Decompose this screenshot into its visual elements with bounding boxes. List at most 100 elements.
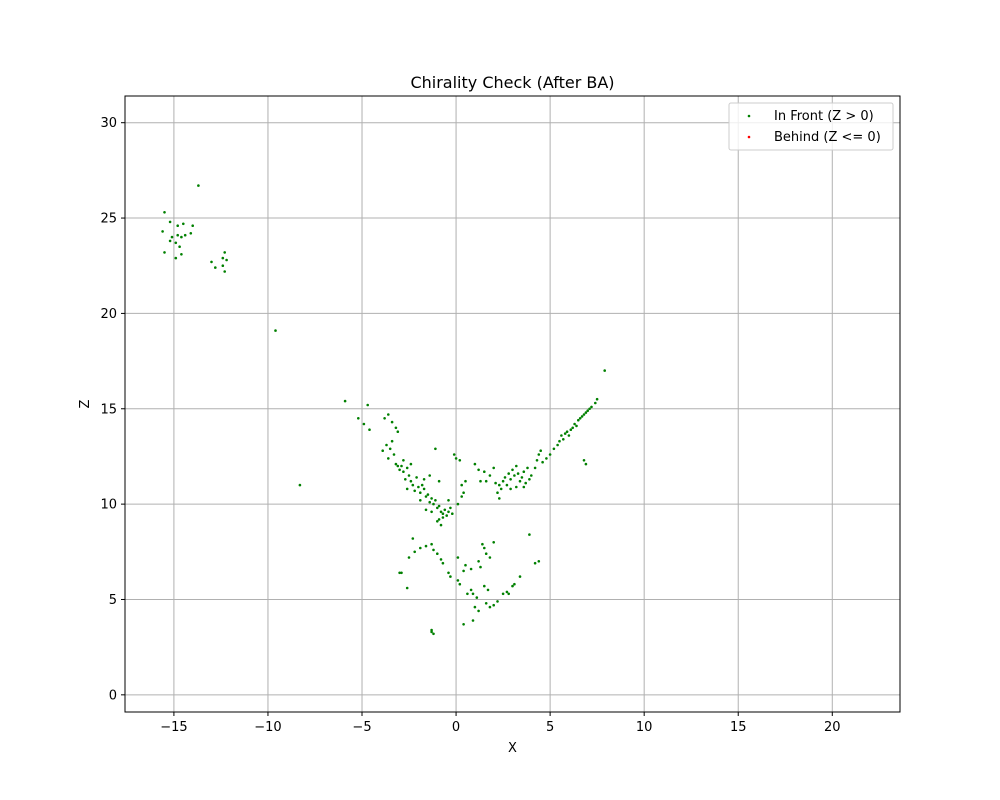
point-in-front <box>479 565 482 569</box>
point-in-front <box>577 418 580 422</box>
point-in-front <box>469 588 473 592</box>
point-in-front <box>575 424 578 428</box>
point-in-front <box>584 462 588 466</box>
point-in-front <box>475 596 479 599</box>
point-in-front <box>556 443 559 447</box>
point-in-front <box>571 426 574 430</box>
point-in-front <box>594 401 597 405</box>
point-in-front <box>498 497 501 500</box>
point-in-front <box>484 552 488 555</box>
point-in-front <box>582 413 586 416</box>
point-in-front <box>430 510 433 514</box>
point-in-front <box>569 428 573 432</box>
point-in-front <box>452 453 456 456</box>
point-in-front <box>221 256 225 260</box>
point-in-front <box>483 546 486 550</box>
point-in-front <box>473 605 477 609</box>
point-in-front <box>161 230 164 233</box>
point-in-front <box>432 632 435 636</box>
point-in-front <box>469 567 473 571</box>
point-in-front <box>163 211 166 214</box>
point-in-front <box>436 552 439 555</box>
point-in-front <box>498 483 501 487</box>
point-in-front <box>176 224 179 227</box>
point-in-front <box>483 470 486 474</box>
point-in-front <box>441 516 445 519</box>
point-in-front <box>590 405 593 409</box>
point-in-front <box>419 491 422 495</box>
point-in-front <box>488 556 492 559</box>
point-in-front <box>447 571 450 575</box>
point-in-front <box>420 483 424 487</box>
point-in-front <box>439 558 443 561</box>
point-in-front <box>183 233 187 237</box>
point-in-front <box>505 483 509 487</box>
point-in-front <box>460 483 464 487</box>
y-tick-label: 25 <box>100 212 117 227</box>
point-in-front <box>413 489 417 493</box>
point-in-front <box>507 472 511 475</box>
point-in-front <box>582 459 586 462</box>
point-in-front <box>518 479 522 483</box>
point-in-front <box>402 470 405 474</box>
point-in-front <box>492 466 496 470</box>
point-in-front <box>439 510 443 514</box>
point-in-front <box>586 409 589 413</box>
point-in-front <box>436 520 439 523</box>
point-in-front <box>436 506 439 510</box>
grid <box>125 96 900 712</box>
x-axis-label: X <box>508 741 517 756</box>
point-in-front <box>411 537 415 540</box>
point-in-front <box>178 245 181 248</box>
plot-area-frame <box>124 95 901 713</box>
point-in-front <box>477 609 480 613</box>
point-in-front <box>443 508 447 512</box>
point-in-front <box>473 462 477 466</box>
point-in-front <box>163 251 166 254</box>
point-in-front <box>214 266 217 269</box>
x-tick-label: 0 <box>452 720 460 735</box>
point-in-front <box>437 479 441 483</box>
point-in-front <box>533 561 537 565</box>
point-in-front <box>441 561 445 565</box>
point-in-front <box>383 417 386 420</box>
point-in-front <box>430 628 433 632</box>
point-in-front <box>558 439 561 443</box>
point-in-front <box>513 582 516 586</box>
point-in-front <box>496 600 499 603</box>
point-in-front <box>460 495 464 498</box>
point-in-front <box>432 502 435 506</box>
point-in-front <box>170 235 174 239</box>
point-in-front <box>516 472 520 475</box>
data-points <box>161 184 606 636</box>
point-in-front <box>494 481 497 485</box>
point-in-front <box>430 542 433 546</box>
point-in-front <box>419 499 422 502</box>
x-tick-label: −15 <box>160 720 187 735</box>
point-in-front <box>405 586 409 590</box>
point-in-front <box>456 502 460 506</box>
x-axis-ticks: −15 −10 −5 0 5 10 15 20 <box>160 712 841 735</box>
point-in-front <box>413 550 417 554</box>
point-in-front <box>298 483 302 487</box>
point-in-front <box>439 523 443 527</box>
point-in-front <box>484 479 488 483</box>
point-in-front <box>484 602 488 605</box>
legend-label-behind: Behind (Z <= 0) <box>774 130 881 145</box>
point-in-front <box>396 430 400 434</box>
point-in-front <box>486 588 490 592</box>
point-in-front <box>407 556 411 559</box>
point-in-front <box>426 493 430 496</box>
point-in-front <box>411 483 415 487</box>
point-in-front <box>402 459 405 462</box>
point-in-front <box>537 453 541 456</box>
point-in-front <box>530 474 533 477</box>
point-in-front <box>505 590 509 594</box>
point-in-front <box>394 426 398 430</box>
point-in-front <box>483 584 486 588</box>
point-in-front <box>488 605 492 609</box>
point-in-front <box>562 438 565 441</box>
legend: In Front (Z > 0) Behind (Z <= 0) <box>728 102 894 151</box>
point-in-front <box>488 474 492 477</box>
